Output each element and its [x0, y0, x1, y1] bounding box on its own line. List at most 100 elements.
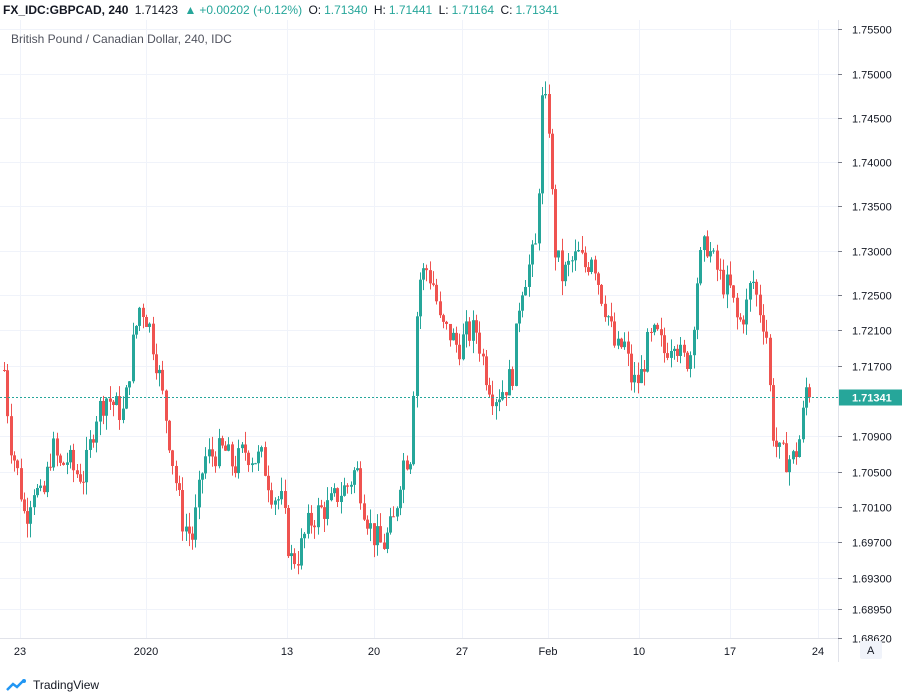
candle-body	[422, 268, 425, 280]
candle-body	[293, 553, 296, 565]
candle-body	[13, 455, 16, 461]
candle-body	[363, 503, 366, 520]
candle-body	[548, 94, 551, 134]
price-tick-label: 1.70100	[852, 503, 892, 515]
candle-body	[303, 533, 306, 539]
candle-body	[105, 398, 108, 416]
price-tick-label: 1.74000	[852, 158, 892, 170]
candle-body	[729, 274, 732, 286]
price-chart[interactable]: British Pound / Canadian Dollar, 240, ID…	[0, 20, 902, 674]
candle-body	[627, 341, 630, 354]
candle-body	[709, 251, 712, 257]
candle-body	[571, 260, 574, 262]
candle-body	[475, 320, 478, 333]
candle-body	[59, 455, 62, 463]
candle-body	[538, 193, 541, 244]
candle-body	[663, 335, 666, 354]
candle-body	[432, 283, 435, 285]
time-tick-label: 13	[281, 646, 293, 658]
candle-body	[465, 321, 468, 335]
candle-body	[495, 402, 498, 407]
candle-body	[383, 542, 386, 549]
time-tick-label: 2020	[134, 646, 158, 658]
low-value: 1.71164	[451, 3, 495, 17]
candle-body	[313, 525, 316, 528]
candle-body	[488, 385, 491, 395]
candle-body	[175, 465, 178, 484]
auto-scale-label[interactable]: A	[867, 645, 875, 657]
candle-body	[369, 523, 372, 529]
candle-body	[679, 344, 682, 356]
candle-body	[772, 385, 775, 441]
candle-body	[115, 396, 118, 406]
candle-body	[699, 250, 702, 284]
price-tick-label: 1.70900	[852, 432, 892, 444]
high-label: H:	[373, 3, 386, 17]
candle-body	[85, 449, 88, 483]
candle-body	[340, 495, 343, 502]
candle-body	[590, 259, 593, 273]
candle-body	[676, 348, 679, 356]
tradingview-logo[interactable]: TradingView	[6, 678, 99, 692]
candle-body	[79, 474, 82, 482]
candle-body	[389, 516, 392, 533]
candle-body	[33, 495, 36, 508]
symbol-label[interactable]: FX_IDC:GBPCAD, 240	[3, 3, 129, 17]
candles	[3, 81, 811, 575]
candle-body	[425, 268, 428, 271]
candle-body	[765, 331, 768, 338]
candle-body	[181, 490, 184, 532]
candle-body	[191, 533, 194, 540]
auto-scale-button[interactable]	[860, 641, 882, 659]
close-label: C:	[500, 3, 513, 17]
candle-body	[277, 499, 280, 501]
candle-body	[587, 267, 590, 273]
candle-body	[726, 274, 729, 295]
candle-body	[416, 316, 419, 396]
candle-body	[798, 439, 801, 458]
brand-label: TradingView	[33, 678, 100, 692]
candle-body	[330, 493, 333, 501]
candle-body	[138, 307, 141, 326]
candle-body	[762, 315, 765, 332]
price-tick-label: 1.68950	[852, 605, 892, 617]
candle-body	[171, 450, 174, 466]
candle-body	[406, 460, 409, 470]
low-label: L:	[438, 3, 449, 17]
candle-body	[350, 484, 353, 487]
candle-body	[419, 279, 422, 317]
candle-body	[557, 250, 560, 258]
candle-body	[26, 511, 29, 524]
candle-body	[323, 507, 326, 519]
candle-body	[445, 321, 448, 324]
candle-body	[366, 519, 369, 529]
candle-body	[633, 374, 636, 383]
candle-body	[501, 392, 504, 400]
time-axis[interactable]: 23 2020 13 20 27 Feb 10 17 24	[14, 646, 824, 658]
candle-body	[775, 440, 778, 447]
candle-body	[204, 456, 207, 474]
price-tick-label: 1.73500	[852, 202, 892, 214]
candle-body	[39, 485, 42, 488]
candle-body	[650, 331, 653, 333]
candle-body	[505, 392, 508, 396]
footer: TradingView	[0, 674, 902, 699]
candle-body	[188, 526, 191, 534]
candle-body	[736, 297, 739, 318]
candle-body	[92, 439, 95, 443]
candle-body	[686, 352, 689, 369]
time-tick-label: 23	[14, 646, 26, 658]
candle-body	[646, 331, 649, 372]
candle-body	[792, 451, 795, 460]
candle-body	[755, 281, 758, 295]
candle-body	[660, 329, 663, 336]
candle-body	[185, 526, 188, 532]
candle-body	[346, 485, 349, 487]
candle-body	[237, 448, 240, 474]
candle-body	[600, 284, 603, 304]
candle-body	[125, 387, 128, 409]
candle-body	[356, 468, 359, 471]
candle-body	[290, 553, 293, 557]
candle-body	[604, 303, 607, 318]
candle-body	[3, 369, 6, 371]
